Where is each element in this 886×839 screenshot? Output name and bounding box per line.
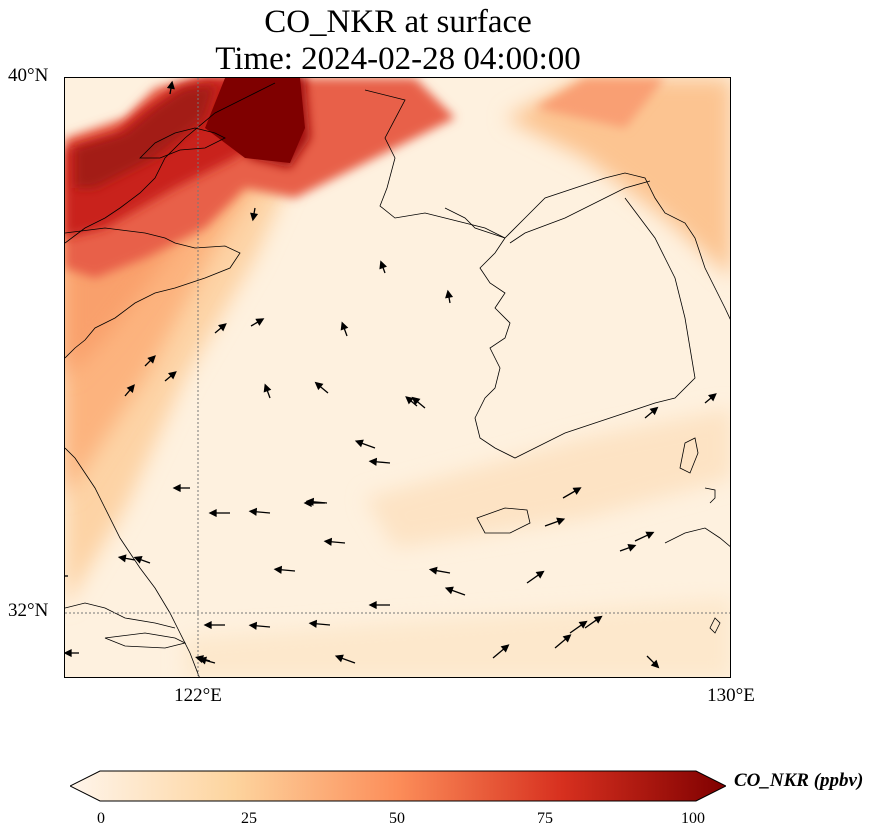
colorbar [70,770,726,802]
map-canvas [65,78,730,677]
colorbar-tick-75: 75 [537,810,553,827]
lat-label-32n: 32°N [8,600,49,621]
wind-vectors [65,80,717,669]
map-title: CO_NKR at surface [264,4,532,40]
colorbar-tick-0: 0 [97,810,105,827]
lon-label-122e: 122°E [174,685,222,706]
map-panel[interactable] [64,77,731,678]
map-time: Time: 2024-02-28 04:00:00 [215,41,581,77]
colorbar-tick-50: 50 [389,810,405,827]
concentration-field [65,78,730,677]
gridlines [65,78,730,677]
colorbar-label: CO_NKR (ppbv) [734,770,864,791]
colorbar-tick-100: 100 [681,810,705,827]
colorbar-tick-25: 25 [241,810,257,827]
lon-label-130e: 130°E [707,685,755,706]
lat-label-40n: 40°N [8,65,49,86]
coastlines [65,82,730,677]
